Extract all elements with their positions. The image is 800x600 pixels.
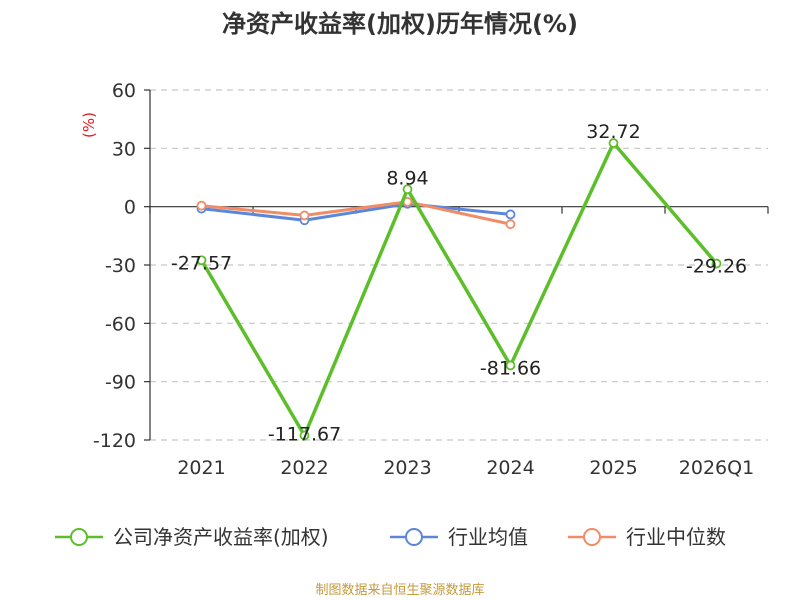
y-axis-unit-label: (%)	[80, 112, 98, 138]
y-tick-label: 30	[112, 138, 136, 160]
data-label: -81.66	[480, 357, 541, 379]
x-tick-label: 2025	[589, 457, 637, 479]
legend-marker-icon	[583, 528, 601, 546]
series-0	[196, 138, 722, 441]
data-point	[505, 219, 516, 230]
series-lines	[196, 138, 722, 441]
data-labels: -27.57 -117.67 8.94 -81.66 32.72 -29.26	[171, 121, 747, 445]
legend-item[interactable]: 公司净资产收益率(加权)	[55, 525, 329, 549]
axes: 60 30 0 -30 -60 -90 -120 2021 2022 2023 2024 2025 20…	[93, 80, 769, 479]
chart-title: 净资产收益率(加权)历年情况(%)	[222, 10, 578, 38]
data-label: -27.57	[171, 252, 232, 274]
y-tick-label: -120	[93, 430, 136, 452]
x-tick-label: 2023	[383, 457, 431, 479]
data-point	[711, 258, 722, 269]
data-label: -29.26	[686, 256, 747, 278]
data-point	[608, 138, 619, 148]
x-tick-label: 2021	[177, 457, 225, 479]
series-line	[201, 202, 511, 222]
legend-label: 行业中位数	[626, 525, 726, 549]
y-tick-label: -60	[105, 313, 136, 335]
data-label: 32.72	[586, 121, 640, 143]
data-point	[299, 210, 310, 221]
legend-item[interactable]: 行业中位数	[568, 525, 726, 549]
y-tick-label: 0	[124, 197, 136, 219]
data-label: -117.67	[268, 423, 341, 445]
legend: 公司净资产收益率(加权) 行业均值 行业中位数	[55, 525, 726, 549]
y-tick-label: 60	[112, 80, 136, 102]
grid-lines	[150, 89, 768, 441]
legend-item[interactable]: 行业均值	[390, 525, 528, 549]
y-tick-label: -30	[105, 255, 136, 277]
source-note: 制图数据来自恒生聚源数据库	[315, 582, 484, 598]
x-tick-label: 2022	[280, 457, 328, 479]
data-point	[196, 200, 207, 211]
data-label: 8.94	[386, 167, 428, 189]
x-tick-label: 2026Q1	[679, 457, 754, 479]
x-tick-label: 2024	[486, 457, 534, 479]
data-point	[196, 255, 207, 266]
data-point	[505, 360, 516, 371]
data-point	[505, 209, 516, 220]
legend-label: 行业均值	[448, 525, 528, 549]
legend-label: 公司净资产收益率(加权)	[113, 525, 329, 549]
series-1	[196, 198, 516, 226]
series-line	[201, 200, 511, 226]
data-point	[299, 430, 310, 441]
legend-marker-icon	[70, 528, 88, 546]
series-line	[199, 141, 718, 438]
y-tick-label: -90	[105, 372, 136, 394]
legend-marker-icon	[405, 528, 423, 546]
data-point	[402, 184, 413, 195]
